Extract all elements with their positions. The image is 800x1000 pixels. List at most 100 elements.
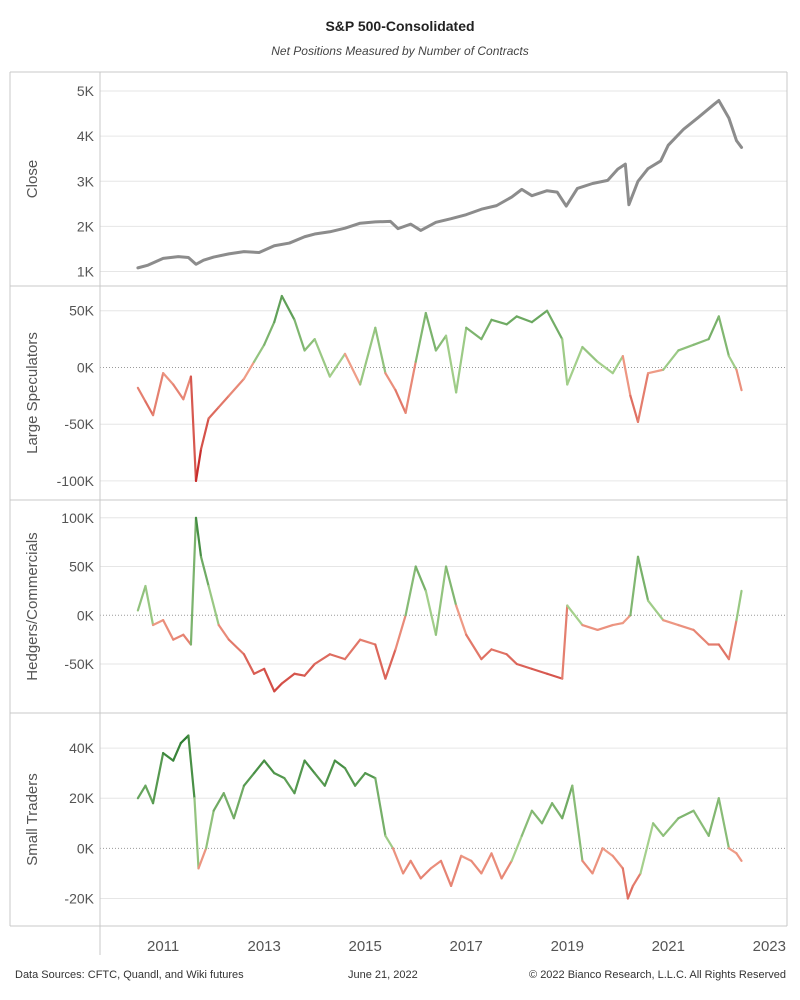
series-segment: [212, 792, 225, 812]
series-segment: [283, 777, 296, 795]
series-segment: [735, 368, 743, 392]
series-segment: [162, 372, 175, 386]
x-tick-label: 2013: [247, 938, 280, 955]
series-segment: [293, 318, 306, 352]
series-segment: [252, 759, 266, 775]
series-segment: [540, 802, 554, 825]
series-segment: [444, 334, 458, 394]
y-tick-label: -50K: [64, 416, 94, 432]
series-segment: [621, 614, 632, 625]
series-segment: [252, 667, 266, 675]
series-segment: [692, 628, 710, 646]
series-segment: [374, 326, 387, 375]
series-segment: [510, 834, 523, 862]
series-segment: [490, 852, 503, 880]
y-axis-title: Small Traders: [24, 773, 41, 866]
series-segment: [571, 784, 584, 862]
series-segment: [151, 619, 165, 627]
x-tick-label: 2011: [147, 938, 179, 955]
series-segment: [611, 355, 624, 375]
series-segment: [561, 604, 569, 680]
series-segment: [414, 311, 427, 363]
series-segment: [242, 653, 256, 675]
y-tick-label: 50K: [69, 559, 95, 575]
series-segment: [207, 584, 220, 627]
x-tick-label: 2017: [450, 938, 483, 955]
series-segment: [194, 448, 203, 483]
series-segment: [480, 852, 493, 875]
series-segment: [364, 772, 377, 780]
series-segment: [611, 621, 624, 627]
series-segment: [374, 643, 387, 680]
y-tick-label: 40K: [69, 740, 95, 756]
series-segment: [629, 394, 640, 424]
y-tick-label: 0K: [77, 840, 95, 856]
series-segment: [581, 623, 599, 631]
series-segment: [500, 859, 513, 880]
y-tick-label: 2K: [77, 218, 95, 234]
chart-title: S&P 500-Consolidated: [325, 18, 475, 34]
series-segment: [182, 633, 193, 646]
copyright-note: © 2022 Bianco Research, L.L.C. All Right…: [529, 969, 786, 981]
series-segment: [182, 375, 193, 401]
x-tick-label: 2019: [551, 938, 584, 955]
series-segment: [561, 338, 569, 386]
series-segment: [384, 834, 395, 850]
panel-small-traders: -20K 0K 20K 40K Small Traders: [24, 734, 787, 906]
series-segment: [328, 653, 347, 661]
y-tick-label: 50K: [69, 303, 95, 319]
series-segment: [303, 759, 316, 775]
series-segment: [677, 343, 695, 352]
series-segment: [626, 884, 635, 900]
series-segment: [394, 614, 407, 651]
series-segment: [263, 320, 276, 346]
series-segment: [455, 326, 468, 394]
series-segment: [449, 854, 463, 888]
series-segment: [374, 777, 387, 837]
series-segment: [515, 662, 534, 670]
series-segment: [263, 759, 276, 775]
series-segment: [179, 734, 190, 745]
series-segment: [434, 334, 448, 352]
series-segment: [199, 555, 210, 588]
panel-hedgers-commercials: -50K 0K 50K 100K Hedgers/Commercials: [24, 510, 787, 693]
series-segment: [424, 311, 438, 352]
series-segment: [727, 619, 738, 661]
series-segment: [136, 784, 147, 800]
y-tick-label: -20K: [64, 890, 94, 906]
series-segment: [343, 638, 362, 661]
series-segment: [520, 809, 534, 837]
series-segment: [293, 672, 306, 677]
series-segment: [162, 751, 175, 762]
series-segment: [242, 360, 256, 380]
y-tick-label: 0K: [77, 359, 95, 375]
series-segment: [222, 792, 235, 820]
series-segment: [662, 349, 680, 371]
series-segment: [343, 767, 357, 787]
series-segment: [717, 315, 731, 358]
series-line: [136, 98, 744, 270]
x-tick-label: 2023: [753, 938, 786, 955]
series-segment: [480, 318, 493, 341]
series-segment: [273, 294, 283, 324]
x-tick-label: 2015: [349, 938, 382, 955]
series-segment: [735, 589, 743, 622]
series-segment: [136, 386, 147, 403]
series-segment: [151, 751, 165, 805]
series-segment: [470, 859, 483, 875]
series-segment: [545, 309, 564, 341]
series-segment: [404, 360, 417, 414]
series-segment: [677, 623, 695, 631]
panel-large-speculators: -100K -50K 0K 50K Large Speculators: [24, 294, 787, 489]
series-segment: [303, 338, 316, 352]
y-tick-label: 3K: [77, 173, 95, 189]
series-segment: [601, 847, 614, 857]
series-segment: [561, 784, 574, 820]
series-segment: [394, 389, 407, 414]
series-segment: [677, 809, 695, 820]
series-segment: [414, 565, 427, 593]
series-segment: [717, 643, 731, 661]
series-segment: [460, 854, 473, 862]
series-segment: [353, 772, 367, 787]
series-segment: [419, 867, 432, 880]
